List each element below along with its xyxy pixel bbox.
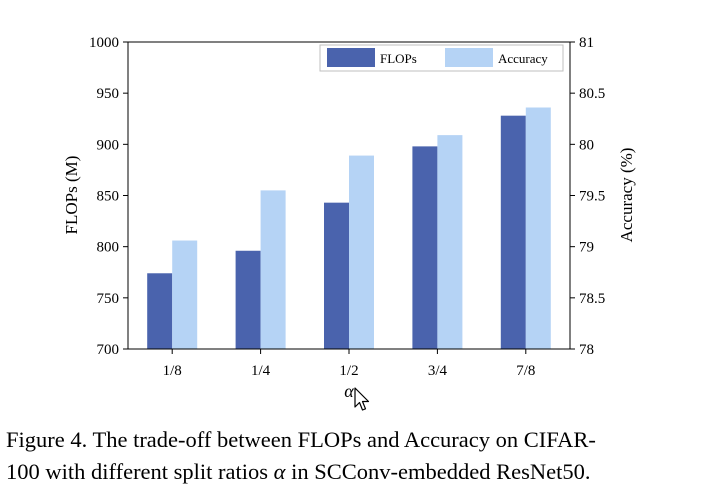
right-tick-label: 78	[579, 342, 594, 358]
left-tick-label: 800	[97, 240, 120, 256]
mouse-pointer-icon	[354, 387, 370, 411]
x-axis-label: α	[344, 381, 354, 401]
right-tick-label: 79.5	[579, 189, 605, 205]
right-tick-label: 80	[579, 137, 594, 153]
bar-accuracy-4	[437, 135, 463, 349]
left-tick-label: 750	[97, 291, 120, 307]
left-tick-label: 850	[97, 189, 120, 205]
caption-alpha-symbol: α	[273, 459, 286, 484]
left-axis-label: FLOPs (M)	[62, 156, 81, 235]
left-tick-label: 1000	[89, 35, 119, 51]
x-tick-label: 1/2	[339, 363, 358, 379]
left-tick-label: 700	[97, 342, 120, 358]
caption-line-2-start: 100 with different split ratios	[6, 459, 274, 484]
right-tick-label: 80.5	[579, 86, 605, 102]
x-axis-ticks: 1/8 1/4 1/2 3/4 7/8	[163, 349, 535, 379]
bar-accuracy-2	[260, 190, 286, 349]
bar-accuracy-5	[525, 107, 551, 349]
bars	[147, 107, 551, 350]
caption-line-2-end: in SCConv-embedded ResNet50.	[285, 459, 591, 484]
x-tick-label: 1/8	[163, 363, 182, 379]
bar-flops-4	[412, 146, 438, 349]
bar-flops-3	[324, 202, 349, 349]
bar-flops-1	[147, 273, 173, 349]
legend: FLOPs Accuracy	[319, 44, 564, 72]
legend-swatch-flops	[327, 48, 375, 67]
bar-flops-5	[500, 115, 526, 350]
right-axis-ticks: 78 78.5 79 79.5 80 80.5 81	[570, 35, 605, 358]
x-tick-label: 7/8	[516, 363, 535, 379]
caption-line-1: Figure 4. The trade-off between FLOPs an…	[6, 427, 596, 452]
x-tick-label: 1/4	[251, 363, 271, 379]
legend-label-accuracy: Accuracy	[498, 51, 548, 66]
right-tick-label: 78.5	[579, 291, 605, 307]
legend-swatch-accuracy	[445, 48, 493, 67]
x-tick-label: 3/4	[428, 363, 448, 379]
figure-caption: Figure 4. The trade-off between FLOPs an…	[6, 424, 706, 488]
bar-accuracy-1	[172, 240, 198, 349]
right-tick-label: 79	[579, 240, 594, 256]
plot-frame	[127, 41, 571, 350]
right-axis-label: Accuracy (%)	[617, 148, 636, 243]
bar-accuracy-3	[349, 155, 374, 349]
right-tick-label: 81	[579, 35, 594, 51]
caption-line-2: 100 with different split ratios α in SCC…	[6, 456, 706, 488]
left-tick-label: 900	[97, 137, 120, 153]
left-axis-ticks: 700 750 800 850 900 950 1000	[89, 35, 128, 358]
left-tick-label: 950	[97, 86, 120, 102]
bar-flops-2	[235, 250, 261, 349]
chart: 700 750 800 850 900 950 1000 78 78.5 79 79.5 80 80.…	[62, 35, 636, 401]
legend-label-flops: FLOPs	[380, 51, 417, 66]
